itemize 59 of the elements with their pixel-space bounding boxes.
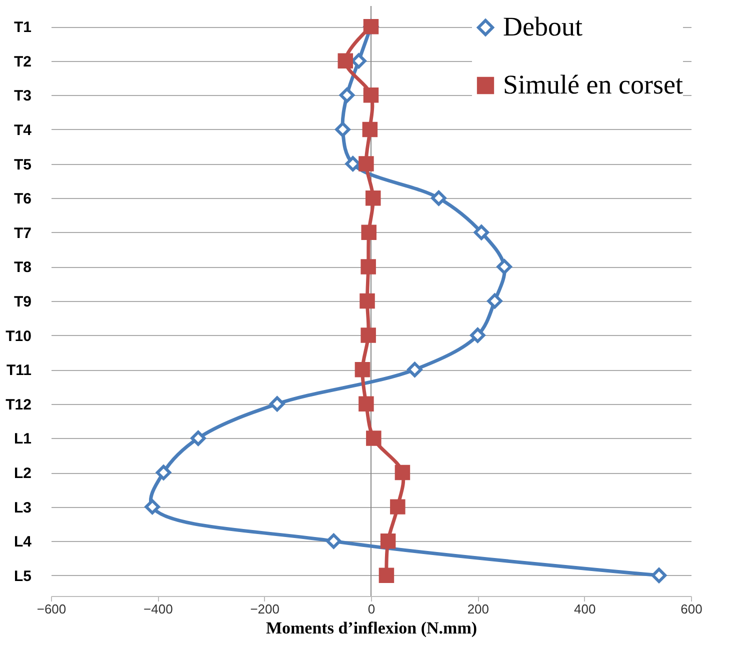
point [394, 464, 410, 480]
point [190, 430, 206, 446]
point [345, 156, 360, 172]
point [338, 53, 354, 69]
point [651, 568, 667, 584]
legend-label: Debout [503, 12, 583, 42]
point [378, 568, 394, 584]
y-tick-label: T11 [6, 362, 32, 380]
point [496, 259, 512, 274]
point [366, 430, 382, 446]
point [156, 464, 172, 480]
point [270, 396, 285, 412]
y-tick-label: L2 [14, 465, 32, 482]
y-tick-label: T7 [14, 224, 32, 242]
y-tick-label: T10 [6, 328, 32, 345]
y-tick-label: T6 [14, 190, 32, 208]
point [360, 328, 376, 343]
point [358, 396, 374, 412]
y-tick-label: T5 [14, 156, 32, 174]
y-tick-label: L3 [14, 499, 32, 516]
point [366, 190, 381, 206]
point [339, 88, 355, 103]
y-tick-label: L4 [14, 534, 32, 551]
x-tick-label: −200 [250, 602, 280, 616]
x-tick-label: −600 [36, 602, 66, 616]
y-tick-label: T9 [14, 294, 32, 310]
point [407, 362, 422, 378]
point [360, 259, 376, 274]
point [474, 224, 490, 240]
y-tick-label: T1 [14, 19, 32, 36]
y-tick-label: L1 [14, 430, 32, 448]
y-tick-label: T8 [14, 259, 32, 276]
y-tick-label: T4 [14, 122, 32, 139]
x-tick-label: −400 [144, 602, 173, 616]
x-tick-label: 0 [368, 602, 376, 616]
point [144, 499, 160, 514]
point [431, 190, 446, 206]
legend-label: Simulé en corset [503, 70, 684, 100]
point [358, 156, 374, 172]
x-tick-label: 200 [467, 602, 490, 616]
point [360, 293, 375, 309]
point [361, 224, 376, 240]
point [487, 293, 502, 309]
x-tick-label: 400 [574, 602, 596, 616]
point [351, 53, 366, 69]
point [380, 533, 396, 549]
x-tick-label: 600 [680, 602, 702, 616]
point [362, 122, 378, 138]
point [363, 88, 379, 103]
y-tick-label: T3 [14, 88, 32, 105]
point [326, 533, 342, 549]
point [354, 362, 370, 378]
y-tick-label: T2 [14, 53, 32, 70]
point [335, 122, 350, 138]
y-tick-label: T12 [6, 396, 32, 414]
point [390, 499, 406, 514]
y-tick-label: L5 [14, 568, 32, 585]
x-axis-title: Moments d’inflexion (N.mm) [266, 618, 478, 638]
point [470, 328, 486, 343]
